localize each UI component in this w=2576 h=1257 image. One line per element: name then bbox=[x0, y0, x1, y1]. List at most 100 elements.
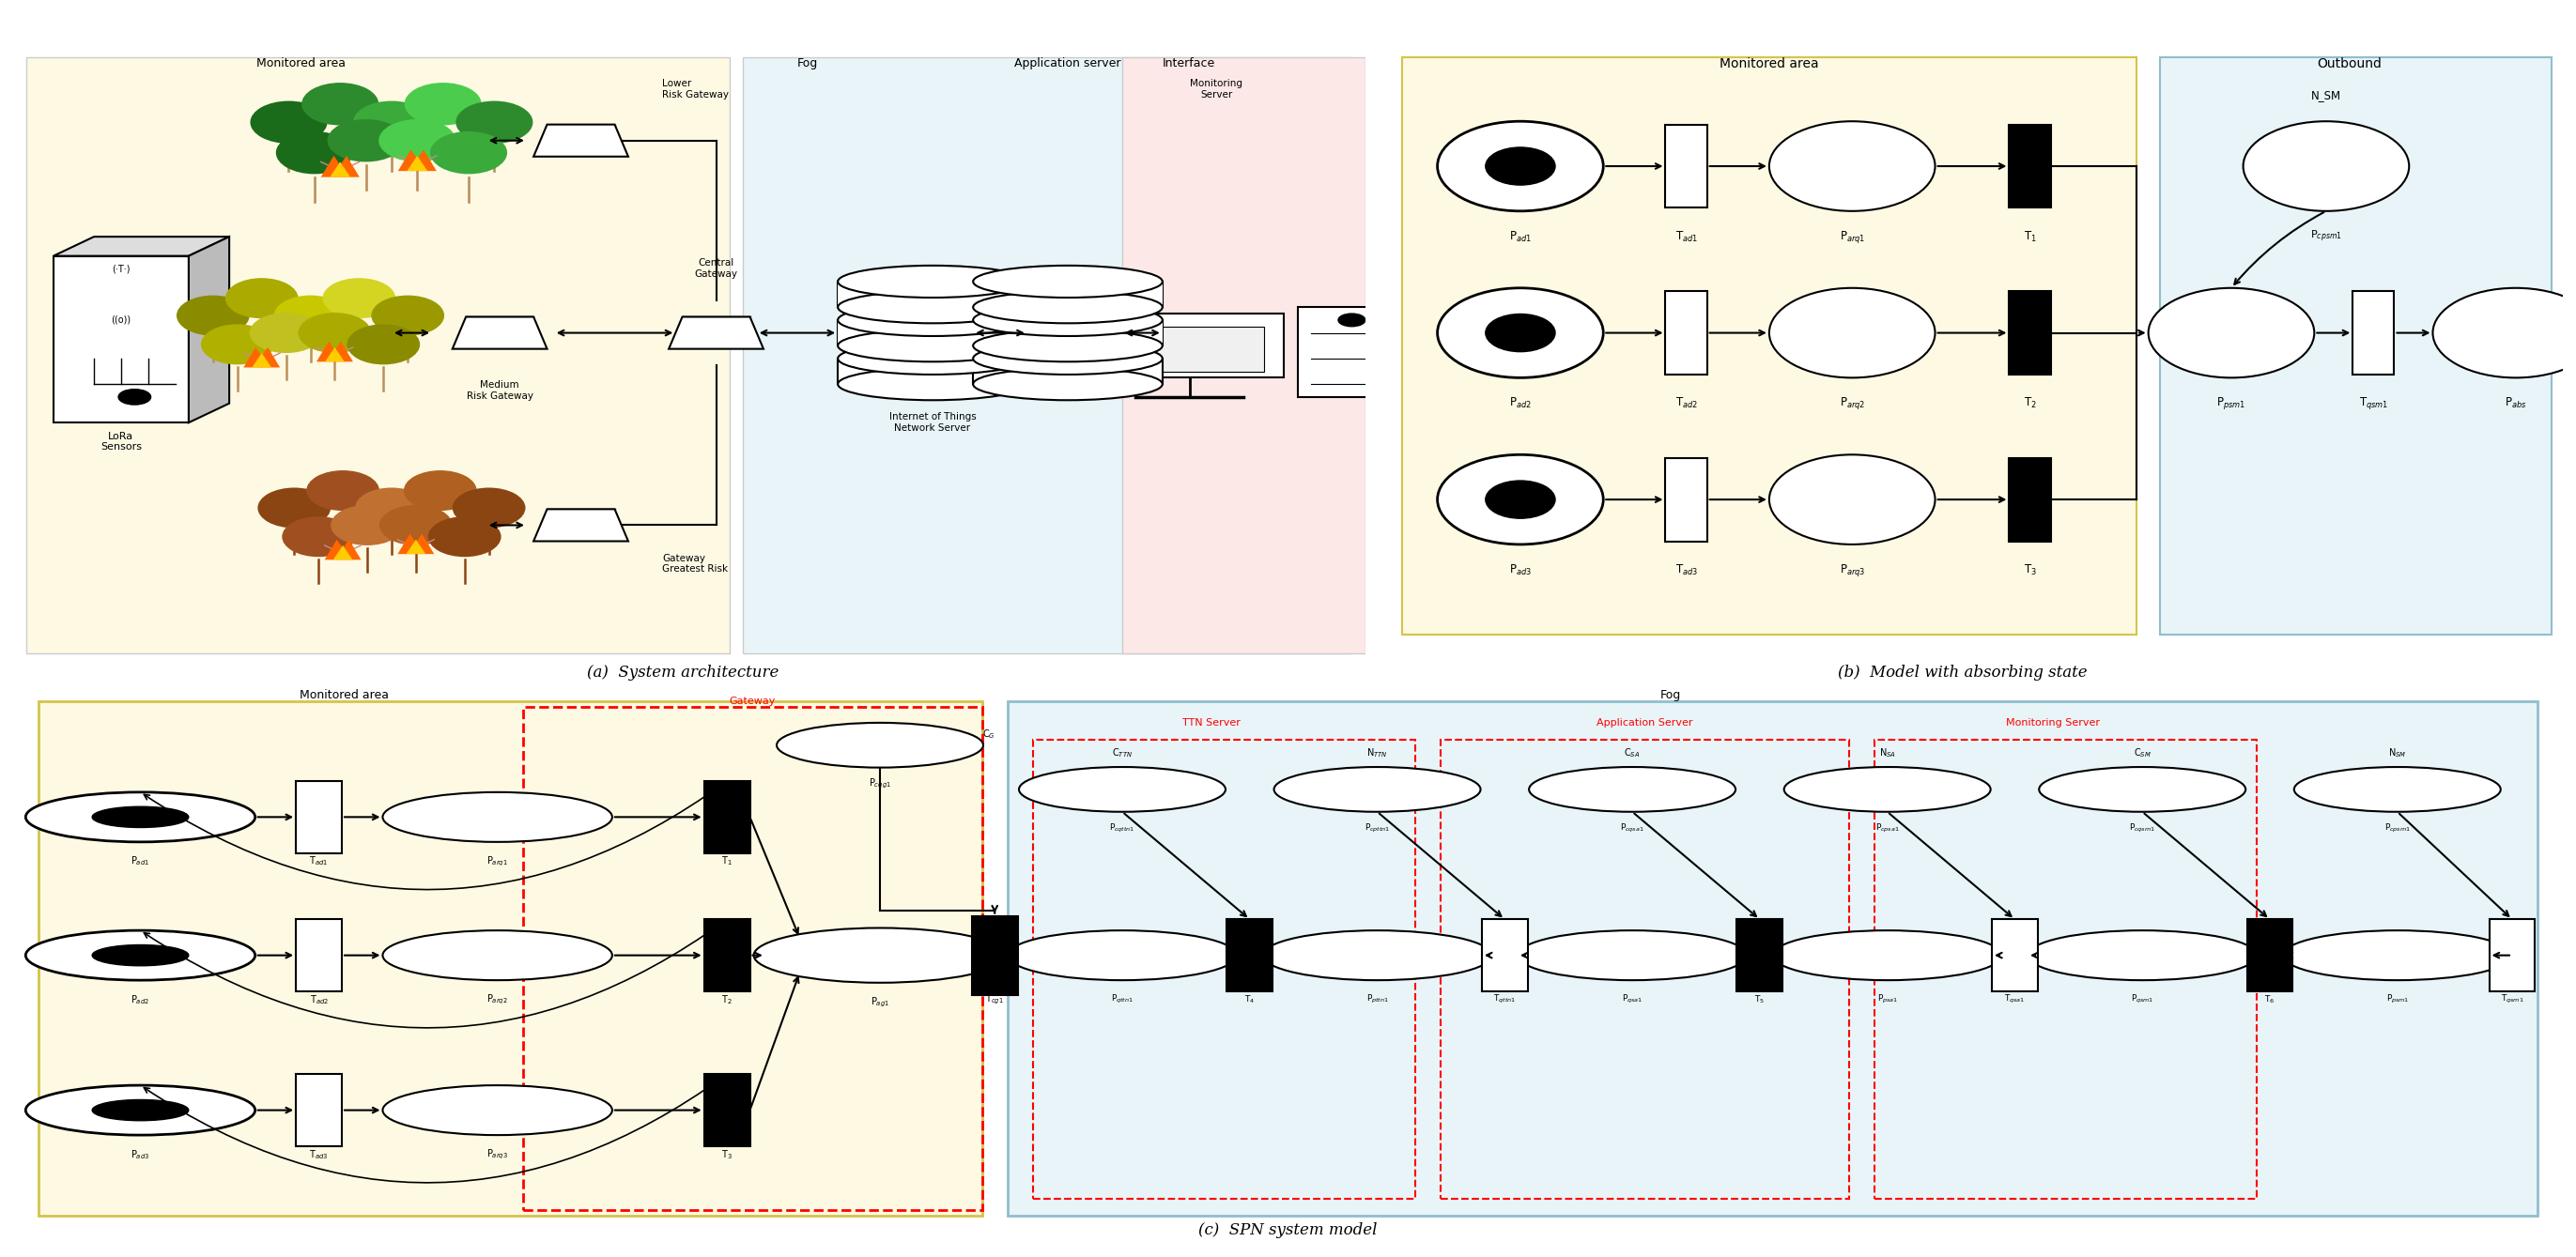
Text: T$_2$: T$_2$ bbox=[721, 993, 732, 1006]
Text: T$_{ad2}$: T$_{ad2}$ bbox=[1674, 396, 1698, 411]
Text: T$_2$: T$_2$ bbox=[2022, 396, 2038, 411]
Ellipse shape bbox=[404, 470, 477, 510]
Text: Monitored area: Monitored area bbox=[255, 58, 345, 69]
Text: Medium
Risk Gateway: Medium Risk Gateway bbox=[466, 381, 533, 401]
Circle shape bbox=[118, 390, 152, 405]
Text: P$_{arq1}$: P$_{arq1}$ bbox=[1839, 229, 1865, 245]
Circle shape bbox=[1770, 288, 1935, 377]
Bar bbox=[974, 358, 1162, 385]
Ellipse shape bbox=[371, 295, 443, 336]
Text: T$_{cg1}$: T$_{cg1}$ bbox=[987, 993, 1005, 1007]
Text: P$_{ad2}$: P$_{ad2}$ bbox=[131, 993, 149, 1006]
Circle shape bbox=[26, 1085, 255, 1135]
Text: P$_{arq2}$: P$_{arq2}$ bbox=[1839, 396, 1865, 411]
Polygon shape bbox=[325, 347, 345, 362]
Bar bbox=[2009, 124, 2050, 207]
Ellipse shape bbox=[299, 313, 371, 353]
Ellipse shape bbox=[348, 324, 420, 365]
Bar bbox=[1033, 739, 1414, 1199]
Polygon shape bbox=[397, 150, 435, 171]
Bar bbox=[1736, 919, 1783, 992]
Ellipse shape bbox=[974, 342, 1162, 375]
Bar bbox=[974, 321, 1162, 346]
Bar bbox=[1298, 307, 1391, 397]
Bar bbox=[1667, 292, 1708, 375]
Bar bbox=[1667, 124, 1708, 207]
Bar bbox=[1226, 919, 1273, 992]
Bar bbox=[39, 701, 981, 1216]
Text: Fog: Fog bbox=[799, 58, 819, 69]
Text: (a)  System architecture: (a) System architecture bbox=[587, 665, 778, 680]
Polygon shape bbox=[188, 236, 229, 422]
Bar bbox=[837, 282, 1028, 307]
Circle shape bbox=[1517, 930, 1747, 980]
Ellipse shape bbox=[974, 368, 1162, 400]
Ellipse shape bbox=[974, 265, 1162, 298]
Bar bbox=[1115, 327, 1265, 371]
Text: Gateway
Greatest Risk: Gateway Greatest Risk bbox=[662, 553, 729, 573]
Bar bbox=[703, 1075, 750, 1146]
Ellipse shape bbox=[301, 83, 379, 126]
Ellipse shape bbox=[258, 488, 330, 528]
Bar bbox=[1991, 919, 2038, 992]
Text: ((o)): ((o)) bbox=[111, 316, 131, 324]
Bar bbox=[837, 358, 1028, 385]
Bar bbox=[974, 282, 1162, 307]
Text: C$_G$: C$_G$ bbox=[981, 728, 994, 740]
Ellipse shape bbox=[330, 505, 404, 546]
Polygon shape bbox=[397, 534, 435, 554]
Bar bbox=[1095, 313, 1283, 377]
Circle shape bbox=[1437, 455, 1602, 544]
Polygon shape bbox=[317, 342, 353, 362]
Polygon shape bbox=[325, 539, 361, 559]
Circle shape bbox=[2244, 122, 2409, 211]
Text: P$_{cqsm1}$: P$_{cqsm1}$ bbox=[2130, 822, 2156, 835]
Text: P$_{pttn1}$: P$_{pttn1}$ bbox=[1365, 993, 1388, 1006]
Circle shape bbox=[1020, 767, 1226, 812]
Polygon shape bbox=[407, 156, 428, 171]
Bar bbox=[2488, 919, 2535, 992]
Text: Outbound: Outbound bbox=[2318, 57, 2383, 70]
Text: Fog: Fog bbox=[1659, 689, 1682, 701]
Polygon shape bbox=[252, 353, 270, 367]
Text: T$_{qsa1}$: T$_{qsa1}$ bbox=[2004, 993, 2025, 1006]
Text: N$_{TTN}$: N$_{TTN}$ bbox=[1368, 747, 1388, 759]
Text: P$_{ad1}$: P$_{ad1}$ bbox=[1510, 230, 1533, 244]
Bar bbox=[1667, 458, 1708, 542]
Ellipse shape bbox=[837, 304, 1028, 336]
Text: P$_{arq3}$: P$_{arq3}$ bbox=[487, 1148, 507, 1161]
Ellipse shape bbox=[404, 83, 482, 126]
Text: T$_3$: T$_3$ bbox=[2022, 563, 2038, 577]
Text: N$_{SM}$: N$_{SM}$ bbox=[2388, 747, 2406, 759]
Text: C$_{SM}$: C$_{SM}$ bbox=[2133, 747, 2151, 759]
Bar bbox=[296, 781, 343, 854]
Circle shape bbox=[755, 928, 1007, 983]
Circle shape bbox=[1340, 313, 1365, 327]
Ellipse shape bbox=[837, 292, 1028, 323]
Ellipse shape bbox=[379, 505, 453, 546]
Ellipse shape bbox=[430, 132, 507, 173]
Text: Monitored area: Monitored area bbox=[1721, 57, 1819, 70]
Text: Internet of Things
Network Server: Internet of Things Network Server bbox=[889, 412, 976, 432]
Circle shape bbox=[384, 1085, 613, 1135]
Circle shape bbox=[1437, 122, 1602, 211]
Ellipse shape bbox=[837, 368, 1028, 400]
Circle shape bbox=[1770, 122, 1935, 211]
Circle shape bbox=[2040, 767, 2246, 812]
Ellipse shape bbox=[201, 324, 273, 365]
Text: P$_{ad3}$: P$_{ad3}$ bbox=[131, 1148, 149, 1161]
Polygon shape bbox=[245, 347, 281, 367]
Bar bbox=[54, 256, 188, 422]
Polygon shape bbox=[533, 124, 629, 157]
Text: N_SM: N_SM bbox=[2311, 89, 2342, 102]
Text: P$_{cpttn1}$: P$_{cpttn1}$ bbox=[1365, 822, 1391, 835]
Text: T$_6$: T$_6$ bbox=[2264, 994, 2275, 1006]
Ellipse shape bbox=[307, 470, 379, 510]
Circle shape bbox=[778, 723, 984, 768]
Ellipse shape bbox=[178, 295, 250, 336]
Ellipse shape bbox=[974, 304, 1162, 336]
Ellipse shape bbox=[428, 517, 502, 557]
Circle shape bbox=[1437, 288, 1602, 377]
Circle shape bbox=[2282, 930, 2512, 980]
Ellipse shape bbox=[379, 119, 456, 162]
